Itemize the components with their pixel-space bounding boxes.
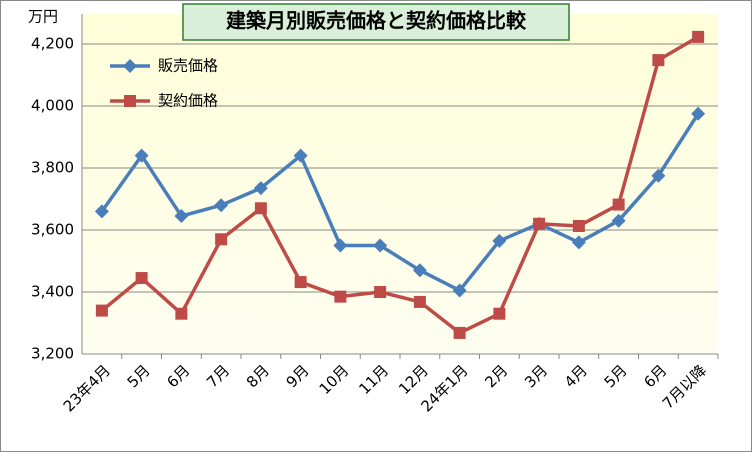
point xyxy=(691,106,706,121)
point xyxy=(124,95,136,107)
point xyxy=(294,276,307,289)
y-unit: 万円 xyxy=(28,8,58,26)
point xyxy=(175,307,188,320)
point xyxy=(374,286,387,298)
point xyxy=(572,219,585,232)
point xyxy=(413,295,426,308)
y-tick-label: 4,000 xyxy=(31,97,74,115)
point xyxy=(452,283,467,298)
title-box xyxy=(182,3,570,41)
point xyxy=(95,304,108,317)
point xyxy=(453,326,466,339)
y-tick-label: 4,200 xyxy=(31,35,74,53)
point xyxy=(652,54,665,67)
point xyxy=(253,181,268,196)
point xyxy=(215,233,228,246)
point xyxy=(492,233,507,248)
point xyxy=(651,168,666,183)
point xyxy=(123,59,137,73)
legend-label: 契約価格 xyxy=(158,92,218,110)
point xyxy=(214,198,229,213)
point xyxy=(334,290,347,303)
line xyxy=(100,112,700,293)
point xyxy=(134,148,149,163)
y-tick-label: 3,400 xyxy=(31,283,74,301)
point xyxy=(373,238,388,253)
point xyxy=(571,235,586,250)
point xyxy=(533,217,546,230)
chart-title: 建築月別販売価格と契約価格比較 xyxy=(226,9,527,33)
point xyxy=(94,204,109,219)
point xyxy=(174,209,189,224)
point xyxy=(612,198,625,211)
point xyxy=(333,238,348,253)
y-tick-label: 3,800 xyxy=(31,159,74,177)
point xyxy=(412,263,427,278)
y-tick-label: 3,600 xyxy=(31,221,74,239)
line xyxy=(100,35,700,335)
legend-label: 販売価格 xyxy=(158,57,218,75)
point xyxy=(254,202,267,215)
y-tick-label: 3,200 xyxy=(31,345,74,363)
point xyxy=(293,148,308,163)
point xyxy=(493,307,506,320)
point xyxy=(611,213,626,228)
point xyxy=(135,272,148,285)
point xyxy=(692,30,705,43)
